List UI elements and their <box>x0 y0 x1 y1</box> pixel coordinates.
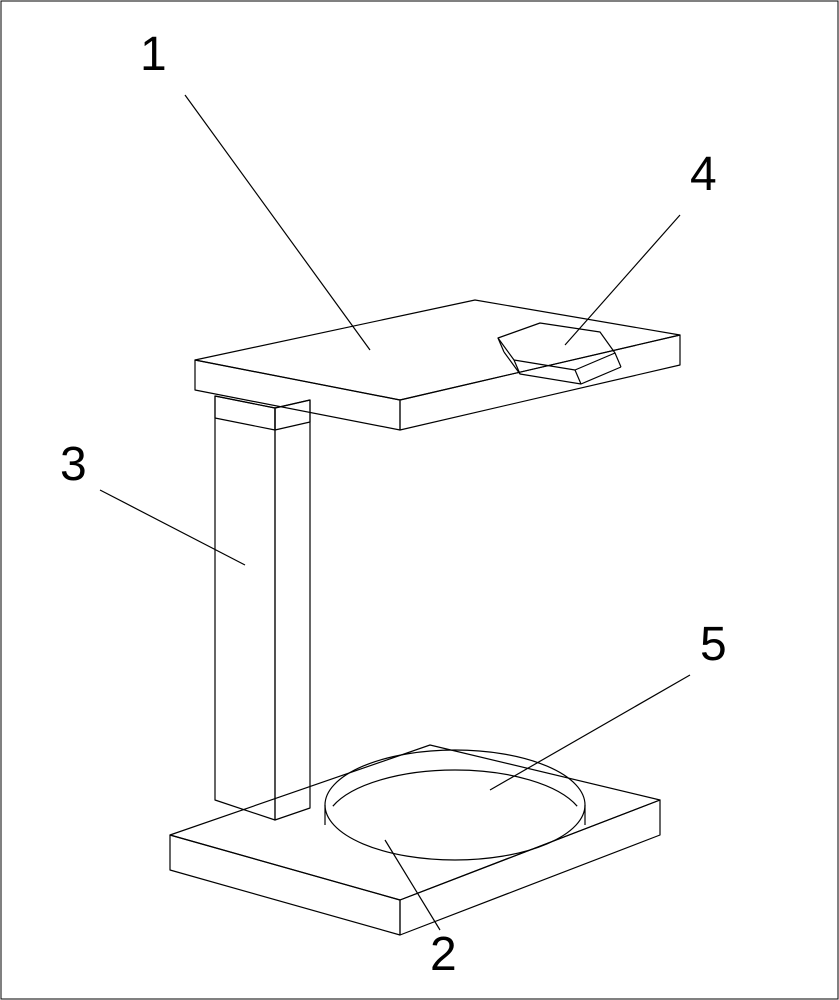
label-1: 1 <box>140 28 167 81</box>
technical-drawing: 1 4 3 5 2 <box>0 0 839 1000</box>
top-slab-front-face <box>195 360 400 430</box>
label-5: 5 <box>700 618 727 671</box>
leader-lines-group <box>100 95 690 930</box>
label-4: 4 <box>690 148 717 201</box>
base-top-face <box>170 745 660 900</box>
column-notch-right <box>275 400 310 430</box>
label-2: 2 <box>430 928 457 981</box>
top-slab-top-face <box>195 300 680 400</box>
leader-3 <box>100 490 245 565</box>
hex-hole-depth-3 <box>615 353 621 367</box>
column-notch-front <box>215 396 275 430</box>
label-3: 3 <box>60 438 87 491</box>
labels-group: 1 4 3 5 2 <box>60 28 727 981</box>
top-slab-right-face <box>400 335 680 430</box>
base-right-face <box>400 800 660 935</box>
base-front-face <box>170 835 400 935</box>
leader-2 <box>385 840 440 930</box>
hex-hole-depth-2 <box>575 370 581 384</box>
leader-5 <box>490 675 690 790</box>
column-right-face <box>275 400 310 820</box>
leader-1 <box>185 95 370 350</box>
column-front-face <box>215 396 275 820</box>
geometry-group <box>170 300 680 935</box>
recess-inner-arc <box>333 770 577 806</box>
